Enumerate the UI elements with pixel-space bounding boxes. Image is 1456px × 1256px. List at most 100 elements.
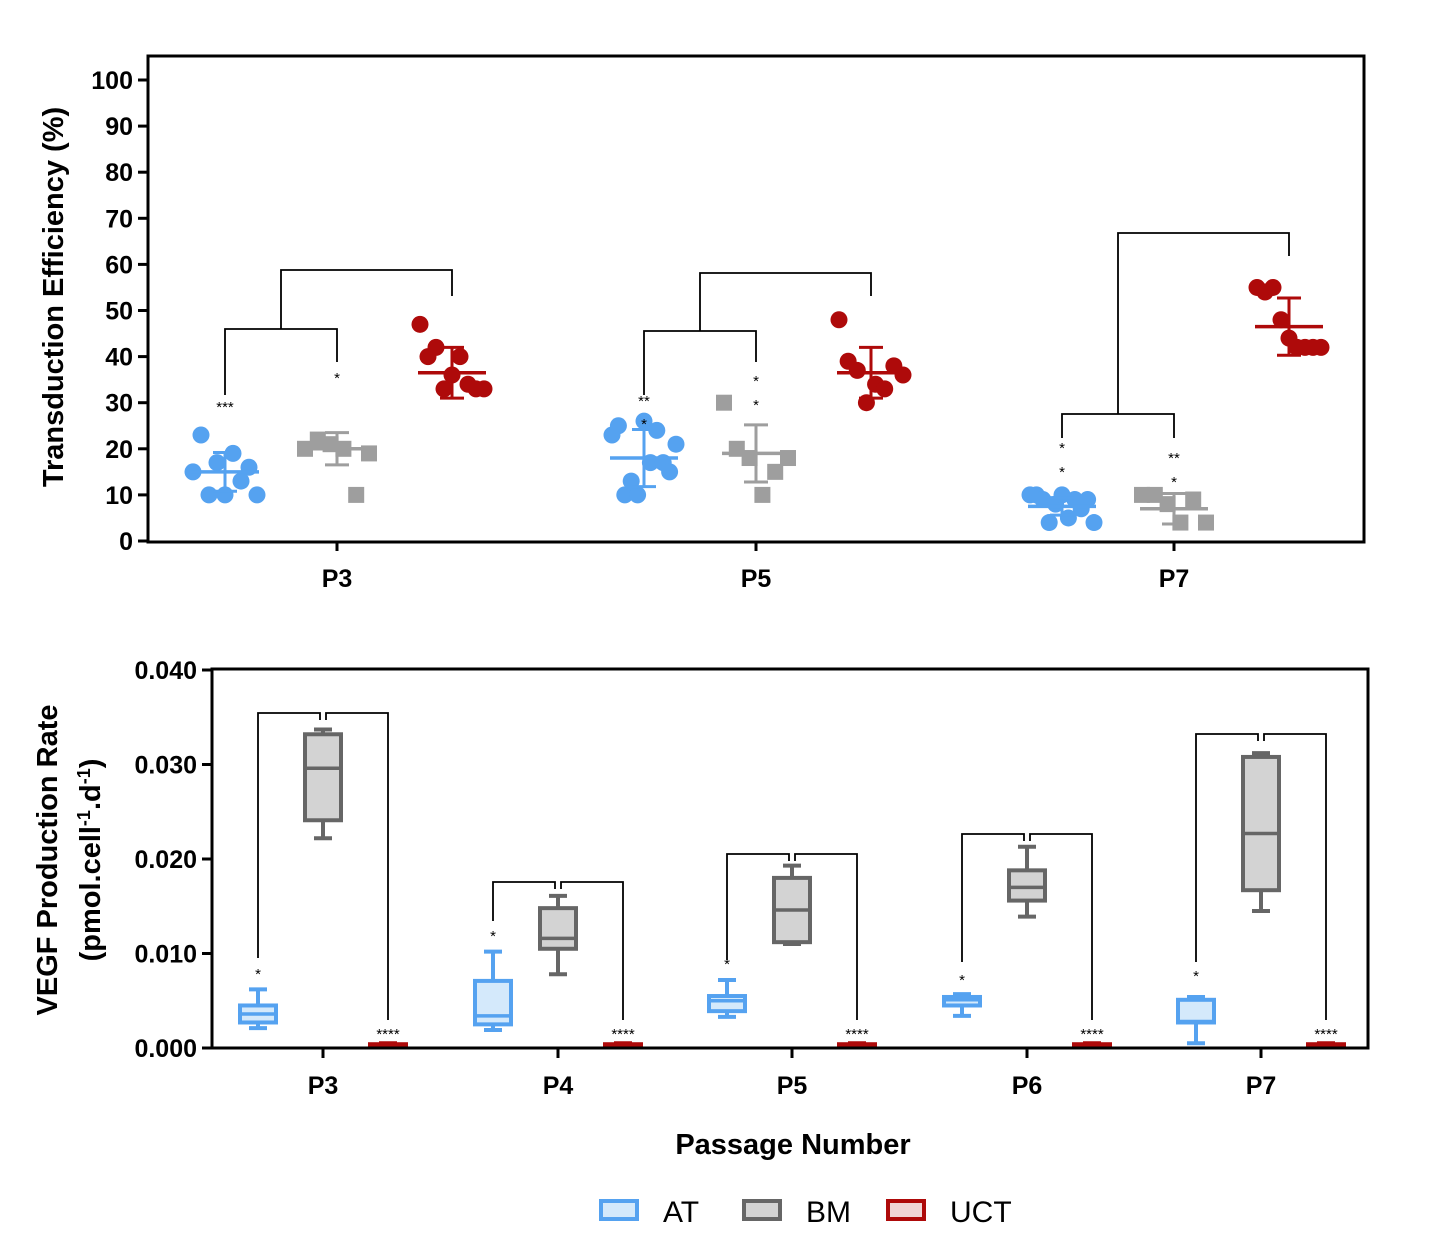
data-point-bm: [1146, 486, 1163, 503]
bottom-y-tick-label: 0.020: [134, 846, 197, 874]
significance-bracket-left: [492, 881, 556, 921]
significance-label: ****: [1080, 1026, 1104, 1043]
significance-bracket-outer: [699, 272, 872, 331]
bottom-x-tick-label: P4: [543, 1072, 574, 1100]
bottom-x-tick-label: P7: [1246, 1072, 1277, 1100]
data-point-uct: [848, 361, 866, 379]
bottom-y-axis-unit: (pmol.cell-1.d-1): [74, 759, 107, 962]
bottom-y-tick-label: 0.000: [134, 1035, 197, 1063]
data-point-bm: [716, 394, 732, 411]
significance-label: *: [959, 972, 965, 989]
significance-bracket-right: [325, 712, 389, 1020]
data-point-uct: [411, 315, 429, 333]
significance-label: **: [638, 393, 650, 410]
data-point-at: [208, 454, 226, 472]
top-y-tick-label: 100: [91, 67, 133, 95]
box-bm: [538, 906, 578, 951]
x-axis-label: Passage Number: [675, 1129, 910, 1161]
data-point-at: [635, 412, 653, 430]
bottom-y-axis-label: VEGF Production Rate: [32, 705, 64, 1016]
significance-bracket-left: [726, 853, 790, 960]
significance-label: *: [334, 370, 340, 387]
significance-bracket-outer: [1117, 232, 1290, 414]
box-bm: [1241, 754, 1281, 893]
data-point-uct: [1264, 278, 1282, 296]
data-point-uct: [830, 311, 848, 329]
data-point-uct: [451, 348, 469, 366]
data-point-bm: [309, 431, 326, 448]
data-point-bm: [1185, 491, 1202, 508]
data-point-at: [616, 486, 634, 504]
significance-label: *: [255, 966, 261, 983]
top-y-tick-label: 90: [105, 113, 133, 141]
significance-bracket-right: [560, 881, 624, 1020]
bottom-x-tick-label: P6: [1012, 1072, 1043, 1100]
bottom-plot-frame: [210, 667, 1370, 1050]
data-point-uct: [475, 380, 493, 398]
significance-bracket-left: [1195, 733, 1259, 962]
legend-label-bm: BM: [806, 1196, 851, 1229]
box-bm: [303, 732, 343, 823]
data-point-at: [1034, 491, 1052, 509]
significance-label: *: [724, 956, 730, 973]
box-bm: [1007, 868, 1047, 903]
data-point-uct: [1272, 311, 1290, 329]
box-at: [473, 978, 513, 1027]
significance-label: *: [1171, 474, 1177, 491]
data-point-at: [200, 486, 218, 504]
top-y-tick-label: 40: [105, 344, 133, 372]
legend-label-uct: UCT: [950, 1196, 1012, 1229]
significance-bracket-left: [257, 712, 321, 958]
box-at: [1176, 997, 1216, 1025]
data-point-at: [192, 426, 210, 444]
vegf-chart: VEGF Production Rate (pmol.cell-1.d-1) 0…: [32, 657, 1370, 1161]
significance-bracket-right: [1263, 733, 1327, 1020]
top-y-tick-label: 0: [119, 528, 133, 556]
data-point-at: [1079, 491, 1097, 509]
significance-bracket-right: [1029, 833, 1093, 1020]
significance-label: *: [641, 416, 647, 433]
data-point-uct: [876, 380, 894, 398]
significance-label: *: [1059, 440, 1065, 457]
significance-bracket-inner: [224, 328, 338, 395]
top-y-tick-label: 10: [105, 482, 133, 510]
legend-swatch-uct: [886, 1199, 926, 1221]
significance-label: *: [753, 397, 759, 414]
top-y-tick-label: 50: [105, 298, 133, 326]
bottom-y-tick-label: 0.010: [134, 941, 197, 969]
data-point-bm: [348, 486, 365, 503]
top-y-tick-label: 30: [105, 390, 133, 418]
data-point-at: [609, 417, 627, 435]
significance-label: ***: [216, 399, 234, 416]
legend-label-at: AT: [663, 1196, 699, 1229]
data-point-bm: [1134, 486, 1150, 503]
significance-label: ****: [376, 1026, 400, 1043]
data-point-uct: [435, 380, 453, 398]
significance-label: ****: [1314, 1026, 1338, 1043]
bottom-y-tick-label: 0.040: [134, 657, 197, 685]
data-point-at: [1085, 514, 1103, 532]
significance-label: **: [1168, 450, 1180, 467]
significance-bracket-inner: [643, 330, 757, 395]
top-y-tick-label: 80: [105, 159, 133, 187]
significance-bracket-inner: [1061, 413, 1175, 438]
top-x-tick-label: P3: [322, 565, 353, 593]
legend-swatch-bm: [742, 1199, 782, 1221]
data-point-at: [629, 486, 647, 504]
significance-bracket-outer: [280, 269, 453, 329]
legend-swatch-at: [599, 1199, 639, 1221]
data-point-bm: [1198, 514, 1214, 531]
data-point-bm: [767, 463, 784, 480]
bottom-x-tick-label: P3: [308, 1072, 339, 1100]
significance-label: *: [1193, 968, 1199, 985]
significance-label: *: [1059, 464, 1065, 481]
significance-label: *: [753, 373, 759, 390]
data-point-uct: [427, 338, 445, 356]
top-y-axis-label: Transduction Efficiency (%): [38, 107, 70, 487]
top-x-tick-label: P5: [741, 565, 772, 593]
data-point-uct: [1312, 338, 1330, 356]
data-point-at: [648, 421, 666, 439]
top-y-tick-label: 60: [105, 251, 133, 279]
data-point-uct: [894, 366, 912, 384]
